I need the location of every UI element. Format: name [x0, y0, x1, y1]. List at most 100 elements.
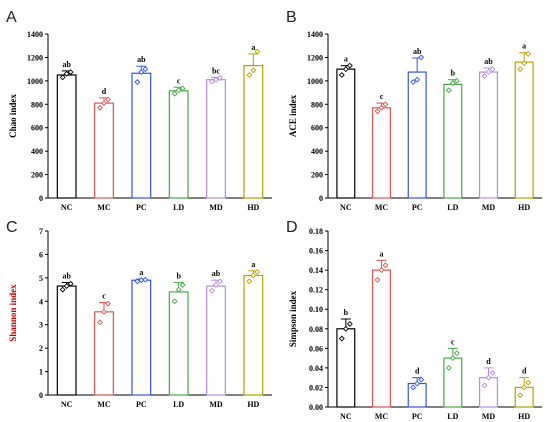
- p4-point-mc: [374, 276, 381, 283]
- p4-sig-label-mc: a: [380, 249, 384, 258]
- p4-ytick-label: 0.08: [309, 325, 323, 334]
- p4-xtick-label-ld: LD: [447, 412, 458, 421]
- p2-xtick-label-nc: NC: [340, 203, 352, 212]
- p3-ytick-label: 2: [39, 344, 43, 353]
- p1-ytick-label: 400: [31, 147, 43, 156]
- p3-ytick-label: 3: [39, 321, 43, 330]
- p3-ytick-label: 1: [39, 368, 43, 377]
- p2-sig-label-ld: b: [451, 69, 456, 78]
- p4-sig-label-md: d: [486, 357, 491, 366]
- p3-point-md: [213, 281, 219, 288]
- p2-xtick-label-mc: MC: [375, 203, 389, 212]
- p2-point-nc: [342, 66, 349, 73]
- p1-ylabel: Chao index: [8, 94, 18, 138]
- p3-point-hd: [250, 272, 257, 279]
- p1-point-nc: [59, 74, 66, 81]
- panel-letter-c: C: [6, 219, 18, 236]
- p1-point-md: [213, 76, 219, 83]
- p2-ytick-label: 1200: [307, 53, 323, 62]
- p4-point-hd: [521, 384, 528, 391]
- p3-ytick-label: 6: [39, 250, 43, 259]
- p3-xtick-label-mc: MC: [97, 400, 111, 409]
- p4-point-ld: [453, 350, 460, 357]
- p4-ytick-label: 0.00: [309, 403, 323, 412]
- p2-ylabel: ACE index: [288, 94, 298, 137]
- p2-ytick-label: 1400: [307, 30, 323, 39]
- panel-letter-b: B: [286, 9, 297, 26]
- p4-xtick-label-hd: HD: [518, 412, 530, 421]
- p2-sig-label-pc: ab: [413, 47, 422, 56]
- p1-xtick-label-pc: PC: [136, 203, 147, 212]
- p4-point-hd: [517, 392, 524, 399]
- p1-ytick-label: 0: [39, 194, 43, 203]
- p2-xtick-label-hd: HD: [518, 203, 530, 212]
- p3-point-nc: [63, 283, 70, 289]
- p3-ytick-label: 5: [39, 274, 43, 283]
- p3-ytick-label: 0: [39, 391, 43, 400]
- p3-ytick-label: 4: [39, 297, 43, 306]
- p4-ytick-label: 0.10: [309, 305, 323, 314]
- p2-point-pc: [410, 79, 417, 85]
- p1-ytick-label: 800: [31, 100, 43, 109]
- p3-sig-label-md: ab: [212, 269, 221, 278]
- p1-bar-hd: [243, 65, 264, 199]
- p1-sig-label-pc: ab: [137, 55, 146, 64]
- p2-point-md: [481, 73, 488, 80]
- p3-ytick-label: 7: [39, 227, 43, 236]
- p3-sig-label-ld: b: [176, 272, 181, 281]
- p4-bar-nc: [336, 328, 356, 408]
- p4-xtick-label-md: MD: [482, 412, 496, 421]
- p2-sig-label-nc: a: [344, 55, 348, 64]
- p1-ytick-label: 1400: [27, 30, 43, 39]
- p3-point-mc: [105, 300, 111, 307]
- p3-sig-label-mc: c: [102, 291, 106, 300]
- p3-point-nc: [59, 286, 66, 293]
- p3-xtick-label-pc: PC: [136, 400, 147, 409]
- p2-ytick-label: 800: [311, 100, 323, 109]
- p1-point-ld: [171, 90, 178, 97]
- p2-bar-nc: [336, 68, 356, 199]
- p2-point-ld: [449, 80, 456, 87]
- p4-point-pc: [418, 376, 425, 383]
- p1-bar-nc: [56, 74, 77, 199]
- p4-point-nc: [346, 320, 353, 327]
- p2-point-hd: [521, 60, 528, 67]
- p4-ytick-label: 0.04: [309, 364, 323, 373]
- p2-point-mc: [382, 101, 389, 108]
- p1-point-hd: [250, 67, 257, 74]
- p2-point-ld: [445, 87, 452, 94]
- p3-bar-ld: [168, 291, 189, 396]
- p3-bar-pc: [131, 279, 152, 396]
- p3-xtick-label-hd: HD: [247, 400, 259, 409]
- p2-point-nc: [346, 62, 353, 69]
- p2-point-mc: [374, 108, 381, 115]
- p2-xtick-label-pc: PC: [412, 203, 423, 212]
- p4-xtick-label-pc: PC: [412, 412, 423, 421]
- p2-ytick-label: 0: [319, 194, 323, 203]
- p1-point-nc: [63, 70, 70, 77]
- p3-ylabel: Shannon index: [8, 284, 18, 342]
- p1-xtick-label-nc: NC: [61, 203, 73, 212]
- p2-ytick-label: 400: [311, 147, 323, 156]
- simpson-index-chart: 0.00 0.02 0.04 0.06 0.08 0.10 0.12 0.14 0.16 0.18…: [288, 227, 542, 421]
- p1-point-ld: [179, 85, 186, 92]
- p1-bar-pc: [131, 72, 152, 199]
- p1-xtick-label-md: MD: [209, 203, 223, 212]
- p1-sig-label-ld: c: [177, 76, 181, 85]
- p2-sig-label-hd: a: [522, 42, 526, 51]
- p3-bar-md: [206, 285, 226, 396]
- shannon-index-chart: 0 1 2 3 4 5 6 7 Shannon index ab NC c MC a PC b LD ab MD a H…: [8, 227, 272, 409]
- p3-point-md: [209, 287, 215, 294]
- p2-bar-ld: [443, 83, 463, 199]
- p3-bar-mc: [94, 311, 114, 396]
- p2-point-nc: [338, 72, 345, 78]
- p4-ytick-label: 0.14: [309, 266, 323, 275]
- p3-xtick-label-md: MD: [209, 400, 223, 409]
- p4-point-md: [485, 374, 492, 381]
- p1-ytick-label: 1200: [27, 53, 43, 62]
- p2-ytick-label: 1000: [307, 77, 323, 86]
- p1-sig-label-nc: ab: [62, 60, 71, 69]
- p4-ytick-label: 0.02: [309, 383, 323, 392]
- p2-point-pc: [414, 76, 421, 83]
